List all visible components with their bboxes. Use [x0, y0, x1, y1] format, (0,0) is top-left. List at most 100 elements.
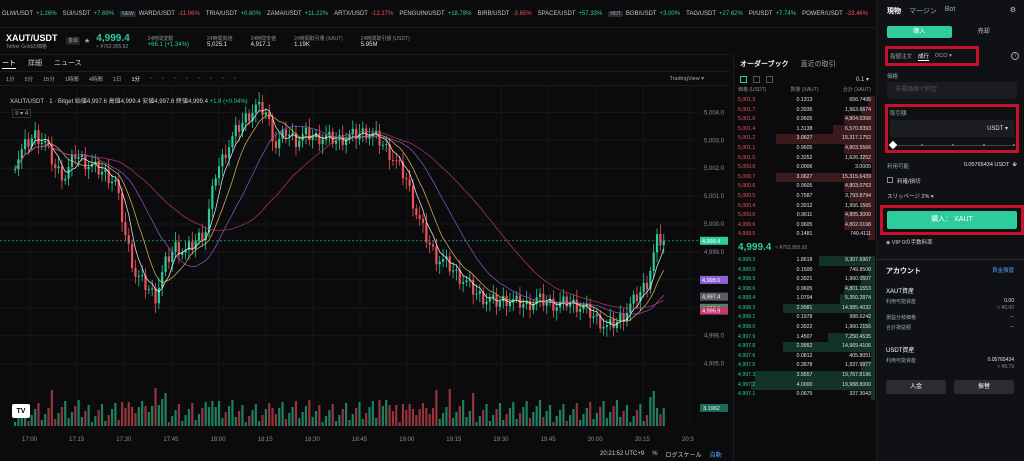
ticker-item[interactable]: BIRB/USDT -3.65% — [478, 11, 532, 17]
tab-news[interactable]: ニュース — [54, 60, 82, 67]
ob-row[interactable]: 4,997.6 0.0812 405.8051 — [734, 351, 875, 362]
percent-toggle[interactable]: % — [652, 451, 658, 457]
interval-option[interactable]: 1分 — [6, 76, 15, 83]
ob-row[interactable]: 5,001.1 0.9605 4,803.5566 — [734, 143, 875, 154]
amount-input[interactable]: USDT ▾ — [890, 120, 1014, 137]
interval-option[interactable]: 1日 — [112, 76, 122, 83]
panel-settings-icon[interactable]: ⚙ — [1009, 7, 1016, 14]
indicator-icon[interactable]: ◦ — [161, 75, 164, 82]
ob-row[interactable]: 4,999.6 0.9605 4,802.0198 — [734, 220, 875, 231]
ob-row[interactable]: 5,000.8 0.0006 3.0005 — [734, 163, 875, 173]
ticker-item[interactable]: ARTX/USDT -12.17% — [334, 11, 393, 17]
ticker-item[interactable]: NEW WARD/USDT -11.06% — [120, 10, 200, 17]
amount-slider[interactable] — [888, 140, 1015, 150]
price-step-select[interactable]: 0.1 ▾ — [855, 76, 869, 83]
layout-icon[interactable]: ◦ — [173, 75, 176, 82]
ob-row[interactable]: 4,999.5 0.1481 740.4111 — [734, 230, 875, 240]
ob-row[interactable]: 5,000.0 0.9611 4,805.3000 — [734, 211, 875, 221]
deposit-button[interactable]: 入金 — [886, 380, 946, 394]
interval-option[interactable]: 5分 — [24, 76, 34, 83]
ticker-item[interactable]: SUI/USDT +7.69% — [63, 11, 115, 17]
tab-details[interactable]: 詳細 — [28, 60, 42, 67]
ob-row[interactable]: 5,001.7 0.3936 1,963.6674 — [734, 105, 875, 116]
ob-row[interactable]: 5,001.0 0.3252 1,626.3252 — [734, 153, 875, 164]
metal-tag[interactable]: 金属 — [66, 37, 81, 45]
order-type-limit[interactable]: 指値注文 — [890, 54, 913, 60]
camera-icon[interactable]: ◦ — [233, 75, 236, 82]
interval-option[interactable]: 1時間 — [64, 76, 79, 83]
ob-row[interactable]: 4,997.3 3.9557 19,767.8196 — [734, 371, 875, 381]
ob-row[interactable]: 4,997.9 1.4507 7,250.4535 — [734, 332, 875, 343]
auto-scale-toggle[interactable]: 自動 — [709, 452, 722, 459]
undo-icon[interactable]: ◦ — [209, 75, 212, 82]
ob-row[interactable]: 5,001.4 1.3138 6,570.8393 — [734, 124, 875, 135]
ob-row[interactable]: 4,998.0 0.3922 1,960.2156 — [734, 323, 875, 333]
ob-row[interactable]: 5,001.2 3.0627 15,317.1752 — [734, 134, 875, 144]
ticker-item[interactable]: PI/USDT +7.74% — [749, 11, 796, 17]
order-type-oco[interactable]: OCO ▾ — [935, 53, 952, 59]
price-field[interactable]: 市場価格で約定 — [887, 82, 1017, 99]
screenshot-icon[interactable]: ◦ — [185, 75, 188, 82]
ob-row[interactable]: 4,999.3 1.8618 9,307.6967 — [734, 255, 875, 266]
favorite-star-icon[interactable]: ★ — [84, 38, 91, 45]
ticker-item[interactable]: PENGUIN/USDT +18.78% — [399, 11, 471, 17]
view-both-icon[interactable] — [740, 75, 747, 83]
ticker-item[interactable]: POWER/USDT -33.46% — [802, 11, 868, 17]
log-scale-toggle[interactable]: ログスケール — [665, 452, 702, 459]
chart-canvas[interactable]: 5,004.0 5,003.0 5,002.0 5,001.0 5,000.0 4,999… — [0, 86, 730, 447]
tab-bot[interactable]: Bot — [944, 6, 956, 13]
sell-tab[interactable]: 売却 — [977, 29, 990, 35]
ob-row[interactable]: 4,997.8 2.9952 14,969.4106 — [734, 342, 875, 352]
ticker-item[interactable]: SPACE/USDT +57.33% — [538, 11, 603, 17]
price-chart[interactable]: 5,004.0 5,003.0 5,002.0 5,001.0 5,000.0 4,999… — [0, 86, 730, 447]
ob-row[interactable]: 4,998.6 0.9605 4,801.1553 — [734, 284, 875, 295]
ob-row[interactable]: 4,998.9 0.3921 1,960.0507 — [734, 275, 875, 285]
ob-row[interactable]: 5,000.4 0.3912 1,956.1565 — [734, 201, 875, 212]
pair-info[interactable]: XAUT/USDT Tether Goldの価格 — [0, 33, 60, 50]
tab-spot[interactable]: 現物 — [887, 8, 901, 15]
ob-row[interactable]: 4,998.4 1.0704 5,350.2874 — [734, 294, 875, 304]
interval-option[interactable]: 15分 — [43, 76, 55, 83]
slider-handle[interactable] — [888, 140, 898, 150]
ob-row[interactable]: 4,997.5 0.3878 1,937.9977 — [734, 361, 875, 372]
ob-row[interactable]: 4,998.3 2.9981 14,985.4032 — [734, 303, 875, 314]
tab-margin[interactable]: マージン — [909, 8, 937, 15]
order-type-market[interactable]: 成行 — [918, 53, 930, 61]
ob-row[interactable]: 5,001.6 0.9605 4,804.0368 — [734, 115, 875, 125]
ticker-item[interactable]: ZAMA/USDT +11.22% — [267, 11, 328, 17]
ticker-item[interactable]: TAG/USDT +27.62% — [686, 11, 743, 17]
view-bids-icon[interactable] — [753, 75, 760, 83]
candle-type-icon[interactable]: ◦ — [150, 75, 152, 82]
settings-icon[interactable]: ◦ — [221, 75, 224, 82]
fullscreen-icon[interactable]: ◦ — [197, 75, 200, 82]
ticker-item[interactable]: GLM/USDT +1.26% — [2, 11, 57, 17]
ob-row[interactable]: 5,000.7 3.0627 15,315.6439 — [734, 172, 875, 183]
amount-unit-select[interactable]: USDT ▾ — [987, 126, 1008, 132]
ticker-item[interactable]: HOT BGB/USDT +3.00% — [608, 10, 680, 17]
add-funds-icon[interactable]: ⊕ — [1012, 162, 1017, 168]
tradingview-selector[interactable]: TradingView ▾ — [669, 75, 704, 82]
tab-chart[interactable]: ート — [2, 59, 16, 69]
info-icon[interactable]: i — [1011, 52, 1019, 60]
ob-row[interactable]: 5,001.9 0.1313 656.7495 — [734, 96, 875, 106]
transfer-link[interactable]: 資金振替 — [991, 268, 1014, 274]
indicator-toggle[interactable]: ≡ ▾ 4 — [12, 109, 32, 118]
view-asks-icon[interactable] — [766, 75, 773, 83]
interval-option[interactable]: 4時間 — [88, 76, 103, 83]
ticker-item[interactable]: TRIA/USDT +0.60% — [206, 11, 261, 17]
buy-tab[interactable]: 購入 — [887, 26, 952, 38]
ob-row[interactable]: 4,999.0 0.1500 749.8500 — [734, 265, 875, 276]
buy-xaut-button[interactable]: 購入： XAUT — [887, 211, 1017, 229]
ob-row[interactable]: 4,997.2 4.0000 19,988.8000 — [734, 380, 875, 391]
ob-row[interactable]: 5,000.6 0.9605 4,803.0763 — [734, 182, 875, 192]
transfer-button[interactable]: 振替 — [954, 380, 1014, 394]
interval-option[interactable]: 1分 — [131, 76, 140, 83]
tpsl-checkbox[interactable] — [887, 177, 893, 183]
tpsl-row[interactable]: 利確/損切 — [887, 177, 1017, 185]
slippage-select[interactable]: スリッページ 2% ▾ — [887, 194, 934, 200]
vip-fee-link[interactable]: ◈ VIP 0の手数料率 — [886, 240, 933, 246]
ob-row[interactable]: 4,997.1 0.0675 337.3043 — [734, 390, 875, 400]
tab-recent-trades[interactable]: 直近の取引 — [800, 60, 836, 68]
tab-orderbook[interactable]: オーダーブック — [740, 60, 789, 68]
ob-row[interactable]: 5,000.5 0.7587 3,793.8794 — [734, 191, 875, 202]
